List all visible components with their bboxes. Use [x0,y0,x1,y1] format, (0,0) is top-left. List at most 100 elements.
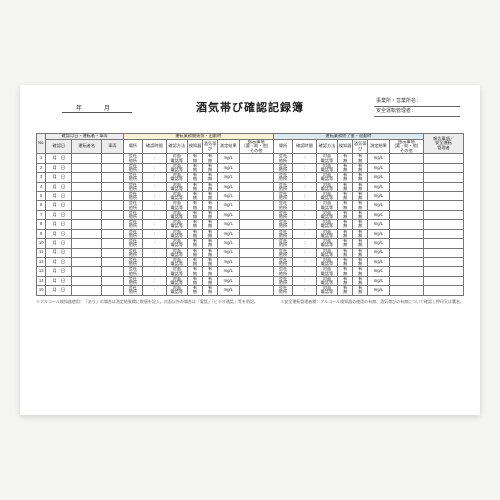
cell-drunk1[interactable]: 有無 [203,220,218,229]
cell-time1[interactable]: : [142,173,166,182]
cell-drunk2[interactable]: 有無 [353,182,368,191]
cell-detector1[interactable]: 有無 [188,286,203,295]
cell-vehicle[interactable] [102,286,123,295]
cell-drunk1[interactable]: 有無 [203,201,218,210]
cell-time1[interactable]: : [142,248,166,257]
cell-detector2[interactable]: 有無 [338,257,353,266]
cell-detector1[interactable]: 有無 [188,239,203,248]
cell-method2[interactable]: 対面電話等 [316,257,337,266]
cell-vehicle[interactable] [102,229,123,238]
cell-instruct1[interactable] [239,192,273,201]
cell-instruct2[interactable] [389,201,423,210]
cell-date[interactable]: 月 日 [46,229,72,238]
cell-time2[interactable]: : [293,286,317,295]
cell-result1[interactable]: mg/L [218,257,239,266]
cell-time2[interactable]: : [293,201,317,210]
cell-vehicle[interactable] [102,257,123,266]
cell-method1[interactable]: 対面電話等 [166,163,187,172]
cell-place2[interactable]: 会社他所 [273,239,292,248]
cell-instruct2[interactable] [389,154,423,163]
cell-instruct2[interactable] [389,257,423,266]
cell-vehicle[interactable] [102,154,123,163]
cell-driver[interactable] [72,163,102,172]
cell-instruct2[interactable] [389,173,423,182]
cell-detector1[interactable]: 有無 [188,210,203,219]
cell-place1[interactable]: 会社他所 [123,182,142,191]
cell-place2[interactable]: 会社他所 [273,267,292,276]
cell-detector1[interactable]: 有無 [188,173,203,182]
cell-method2[interactable]: 対面電話等 [316,201,337,210]
cell-drunk1[interactable]: 有無 [203,286,218,295]
cell-detector2[interactable]: 有無 [338,210,353,219]
cell-confirm[interactable] [424,257,464,266]
cell-method1[interactable]: 対面電話等 [166,173,187,182]
cell-result1[interactable]: mg/L [218,173,239,182]
cell-time2[interactable]: : [293,248,317,257]
cell-place2[interactable]: 会社他所 [273,229,292,238]
cell-method1[interactable]: 対面電話等 [166,248,187,257]
cell-instruct1[interactable] [239,220,273,229]
cell-instruct1[interactable] [239,286,273,295]
cell-result1[interactable]: mg/L [218,267,239,276]
cell-drunk2[interactable]: 有無 [353,173,368,182]
cell-driver[interactable] [72,182,102,191]
cell-method1[interactable]: 対面電話等 [166,201,187,210]
cell-vehicle[interactable] [102,276,123,285]
cell-method2[interactable]: 対面電話等 [316,286,337,295]
cell-place2[interactable]: 会社他所 [273,257,292,266]
cell-result1[interactable]: mg/L [218,210,239,219]
cell-drunk1[interactable]: 有無 [203,239,218,248]
cell-place1[interactable]: 会社他所 [123,276,142,285]
cell-confirm[interactable] [424,267,464,276]
cell-result1[interactable]: mg/L [218,220,239,229]
cell-place1[interactable]: 会社他所 [123,154,142,163]
cell-method2[interactable]: 対面電話等 [316,267,337,276]
cell-place2[interactable]: 会社他所 [273,163,292,172]
cell-method1[interactable]: 対面電話等 [166,286,187,295]
cell-result1[interactable]: mg/L [218,248,239,257]
cell-detector2[interactable]: 有無 [338,201,353,210]
cell-instruct1[interactable] [239,267,273,276]
cell-time1[interactable]: : [142,239,166,248]
cell-time2[interactable]: : [293,220,317,229]
cell-detector1[interactable]: 有無 [188,154,203,163]
cell-confirm[interactable] [424,173,464,182]
cell-drunk1[interactable]: 有無 [203,173,218,182]
cell-method1[interactable]: 対面電話等 [166,220,187,229]
cell-driver[interactable] [72,210,102,219]
cell-method2[interactable]: 対面電話等 [316,163,337,172]
cell-method2[interactable]: 対面電話等 [316,248,337,257]
cell-place1[interactable]: 会社他所 [123,163,142,172]
cell-date[interactable]: 月 日 [46,154,72,163]
cell-drunk1[interactable]: 有無 [203,229,218,238]
cell-place1[interactable]: 会社他所 [123,192,142,201]
cell-method1[interactable]: 対面電話等 [166,182,187,191]
cell-method1[interactable]: 対面電話等 [166,210,187,219]
cell-time2[interactable]: : [293,267,317,276]
cell-time1[interactable]: : [142,154,166,163]
cell-place2[interactable]: 会社他所 [273,192,292,201]
cell-drunk2[interactable]: 有無 [353,163,368,172]
cell-confirm[interactable] [424,286,464,295]
cell-time1[interactable]: : [142,229,166,238]
cell-detector2[interactable]: 有無 [338,286,353,295]
cell-drunk2[interactable]: 有無 [353,239,368,248]
cell-detector1[interactable]: 有無 [188,276,203,285]
cell-instruct2[interactable] [389,182,423,191]
cell-time2[interactable]: : [293,210,317,219]
cell-result2[interactable]: mg/L [368,276,389,285]
cell-result2[interactable]: mg/L [368,248,389,257]
cell-instruct2[interactable] [389,163,423,172]
cell-driver[interactable] [72,257,102,266]
cell-date[interactable]: 月 日 [46,173,72,182]
cell-vehicle[interactable] [102,239,123,248]
cell-driver[interactable] [72,267,102,276]
cell-result2[interactable]: mg/L [368,201,389,210]
cell-result2[interactable]: mg/L [368,229,389,238]
cell-drunk2[interactable]: 有無 [353,229,368,238]
cell-detector2[interactable]: 有無 [338,163,353,172]
cell-place2[interactable]: 会社他所 [273,173,292,182]
cell-instruct2[interactable] [389,220,423,229]
cell-detector1[interactable]: 有無 [188,257,203,266]
cell-method2[interactable]: 対面電話等 [316,276,337,285]
